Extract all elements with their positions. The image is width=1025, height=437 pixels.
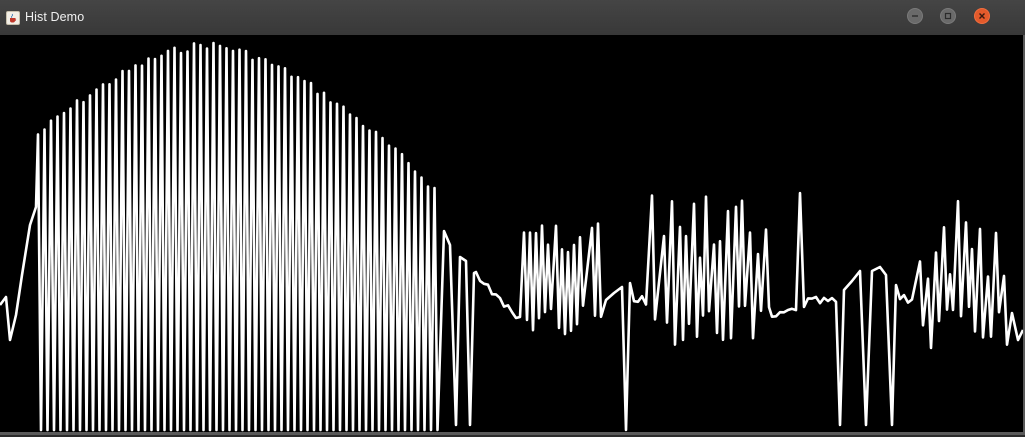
histogram-trace [0,41,1025,432]
minimize-button[interactable] [907,8,923,24]
histogram-trace-plot [0,41,1025,432]
histogram-canvas [0,35,1025,432]
close-icon [979,13,985,19]
window-title: Hist Demo [25,10,85,24]
window-frame-bottom [0,432,1025,435]
maximize-button[interactable] [940,8,956,24]
minimize-icon [912,15,918,17]
title-bar[interactable]: Hist Demo [0,0,1025,35]
close-button[interactable] [974,8,990,24]
window-frame-right [1023,35,1025,435]
maximize-icon [944,12,952,20]
java-cup-icon [6,11,20,25]
